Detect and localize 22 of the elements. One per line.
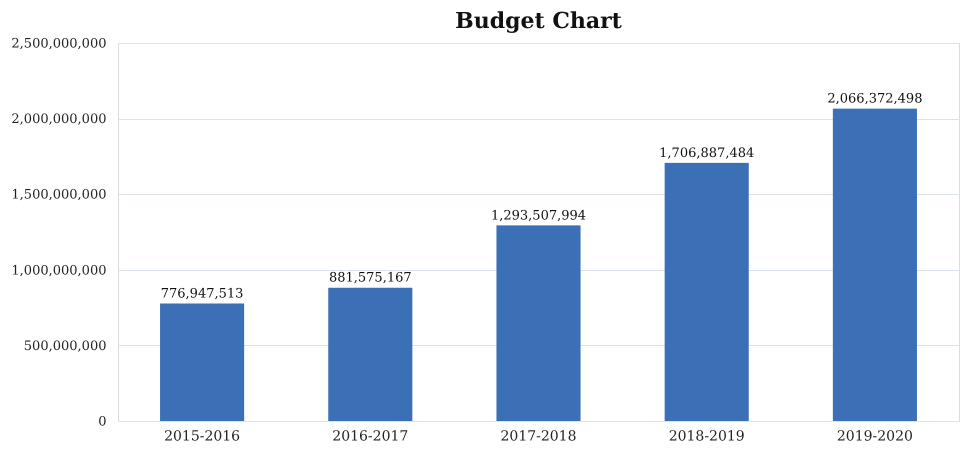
data-label: 1,293,507,994: [490, 208, 586, 224]
bar: [664, 162, 749, 421]
x-tick-label: 2015-2016: [164, 428, 240, 444]
y-tick-label: 2,500,000,000: [11, 36, 106, 52]
y-tick-label: 500,000,000: [24, 338, 106, 354]
chart-title: Budget Chart: [455, 8, 623, 34]
x-tick-label: 2019-2020: [836, 428, 913, 444]
y-tick-label: 0: [98, 414, 106, 430]
y-tick-label: 1,000,000,000: [11, 263, 106, 278]
bar: [328, 288, 412, 421]
data-label: 881,575,167: [328, 270, 412, 286]
bar: [832, 108, 917, 421]
bar: [160, 304, 244, 421]
bar: [496, 225, 581, 421]
data-label: 776,947,513: [160, 286, 244, 302]
x-tick-label: 2016-2017: [332, 428, 408, 444]
x-tick-label: 2017-2018: [500, 428, 576, 444]
y-tick-label: 2,000,000,000: [11, 112, 106, 128]
data-label: 1,706,887,484: [659, 146, 754, 161]
y-tick-label: 1,500,000,000: [11, 188, 106, 203]
x-tick-label: 2018-2019: [668, 428, 745, 444]
data-label: 2,066,372,498: [827, 92, 922, 107]
